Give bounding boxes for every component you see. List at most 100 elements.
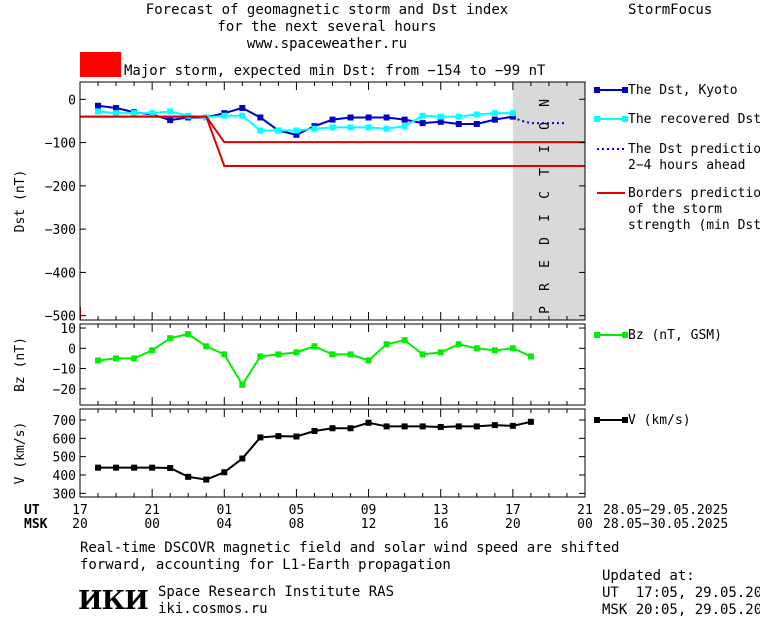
dst-series-1-point [311, 125, 318, 132]
dst-series-0-legend-marker [594, 87, 600, 93]
institute-site[interactable]: iki.cosmos.ru [158, 601, 268, 617]
bz-ytick-label: −20 [53, 383, 76, 398]
bz-series-0-point [491, 347, 498, 354]
prediction-letter: T [538, 168, 553, 176]
prediction-letter: R [538, 283, 553, 291]
dst-series-0-point [437, 118, 444, 125]
v-series-0-point [419, 423, 426, 430]
bz-series-0-line [97, 333, 532, 387]
dst-series-0-legend-marker [622, 87, 628, 93]
dst-series-0-legend-label: The Dst, Kyoto [628, 83, 738, 98]
v-series-0-point [275, 433, 282, 440]
dst-series-0-point [239, 104, 246, 111]
bz-series-0-point [239, 381, 246, 388]
v-series-0-legend-label: V (km/s) [628, 413, 691, 428]
v-series-0-point [311, 428, 318, 434]
v-series-0-point [509, 422, 516, 429]
dst-series-1-point [293, 127, 300, 134]
dst-series-1-point [365, 124, 372, 131]
dst-series-0-point [95, 102, 102, 109]
dst-series-1-point [383, 125, 390, 132]
dst-series-0-point [365, 114, 372, 121]
dst-series-1-point [167, 108, 174, 115]
updated-msk: MSK 20:05, 29.05.2025 [602, 602, 760, 618]
prediction-letter: I [538, 145, 553, 153]
footer-note-line1: Real-time DSCOVR magnetic field and sola… [80, 540, 620, 556]
v-ytick-label: 600 [53, 432, 76, 447]
v-series-0-point [221, 469, 228, 476]
bz-series-0-point [527, 353, 534, 360]
v-series-0-point [347, 425, 354, 432]
bz-series-0-point [509, 345, 516, 352]
chart-subtitle: for the next several hours [217, 19, 437, 35]
dst-series-0-point [167, 117, 174, 124]
v-ylabel: V (km/s) [13, 422, 28, 485]
dst-series-0-point [293, 131, 300, 138]
dst-series-0-point [455, 120, 462, 127]
msk-tick-label: 08 [289, 517, 305, 532]
prediction-letter: N [538, 99, 553, 107]
dst-series-1-point [455, 113, 462, 120]
bz-series-0-point [365, 357, 372, 364]
dst-ytick-label: −100 [45, 137, 76, 152]
ut-date-range: 28.05−29.05.2025 [603, 503, 728, 518]
v-series-0-point [185, 473, 192, 480]
ut-tick-label: 17 [72, 503, 88, 518]
prediction-letter: D [538, 237, 553, 245]
bz-series-0-legend-marker [622, 332, 628, 338]
ut-tick-label: 13 [433, 503, 449, 518]
msk-axis-label: MSK [24, 517, 48, 532]
dst-plot-area: P R E D I C T I O N [80, 82, 585, 320]
bz-series-0-point [113, 355, 120, 362]
bz-series-0-point [95, 357, 102, 364]
v-plot-area [95, 418, 534, 483]
bz-series-0-point [329, 351, 336, 358]
dst-series-0-point [329, 116, 336, 123]
dst-series-1-point [239, 112, 246, 119]
bz-plot-area [95, 331, 534, 388]
bz-series-0-point [221, 351, 228, 358]
dst-series-0-point [113, 104, 120, 111]
dst-series-1-point [473, 111, 480, 118]
dst-series-1-point [347, 124, 354, 131]
msk-tick-label: 16 [433, 517, 449, 532]
storm-level-label: Major storm, expected min Dst: from −154… [124, 63, 546, 79]
source-url[interactable]: www.spaceweather.ru [246, 36, 408, 52]
dst-series-0-point [509, 113, 516, 120]
dst-series-0-point [401, 116, 408, 123]
dst-series-1-point [491, 110, 498, 117]
prediction-letter: C [538, 191, 553, 199]
bz-series-0-legend-label: Bz (nT, GSM) [628, 328, 722, 343]
dst-series-3-legend-label: of the storm [628, 202, 722, 217]
bz-series-0-point [473, 345, 480, 352]
dst-series-1-point [275, 127, 282, 134]
dst-series-1-point [509, 110, 516, 117]
dst-ytick-label: −500 [45, 310, 76, 325]
v-series-0-legend-marker [594, 417, 600, 423]
iki-logo: ИКИ [78, 586, 149, 616]
bz-series-0-point [257, 353, 264, 360]
v-series-0-legend-marker [622, 417, 628, 423]
ut-tick-label: 21 [577, 503, 593, 518]
dst-series-1-line [97, 110, 513, 132]
bz-series-0-point [311, 343, 318, 350]
v-series-0-point [365, 419, 372, 426]
v-series-0-point [293, 433, 300, 440]
prediction-letter: E [538, 260, 553, 268]
bz-series-0-point [149, 347, 156, 354]
v-ytick-label: 700 [53, 414, 76, 429]
bz-series-0-point [131, 355, 138, 362]
v-ytick-label: 300 [53, 487, 76, 502]
v-series-0-point [473, 423, 480, 430]
bz-series-0-point [401, 337, 408, 344]
ut-tick-label: 09 [361, 503, 377, 518]
dst-series-0-point [473, 120, 480, 127]
bz-ytick-label: −10 [53, 363, 76, 378]
dst-ytick-label: −200 [45, 180, 76, 195]
v-series-0-point [383, 423, 390, 430]
dst-series-0-point [383, 114, 390, 121]
v-series-0-point [455, 423, 462, 430]
v-series-0-point [131, 464, 138, 471]
bz-series-0-point [275, 351, 282, 358]
